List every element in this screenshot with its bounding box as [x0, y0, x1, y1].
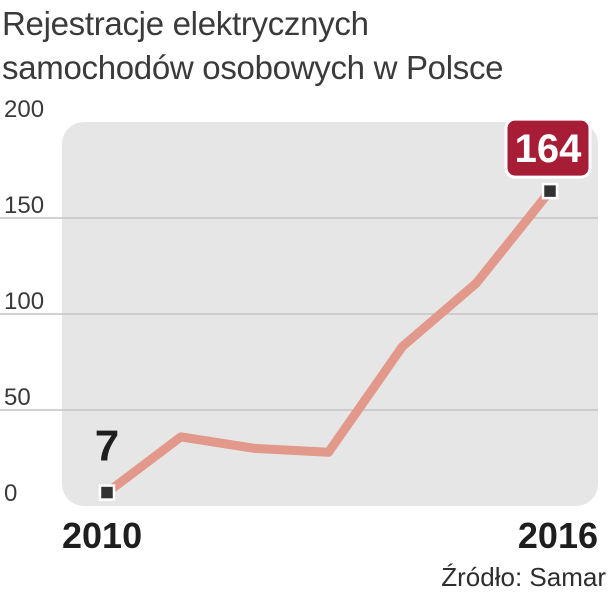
- value-badge-2016: 164: [504, 117, 592, 179]
- y-axis-tick-labels: 0 50 100 150 200: [4, 96, 44, 507]
- chart-title-line-1: Rejestracje elektrycznych: [2, 5, 369, 42]
- y-tick-label-100: 100: [4, 288, 44, 315]
- x-tick-label-last: 2016: [518, 515, 598, 556]
- x-tick-label-first: 2010: [62, 515, 142, 556]
- series-line-0: [102, 186, 555, 498]
- data-point-markers: [98, 182, 559, 501]
- data-point-marker-2016: [541, 182, 559, 200]
- chart-title-line-2: samochodów osobowych w Polsce: [2, 49, 504, 86]
- series-group: [102, 186, 555, 498]
- y-tick-label-150: 150: [4, 192, 44, 219]
- y-tick-label-200: 200: [4, 96, 44, 123]
- value-badge-background: [504, 117, 592, 179]
- x-axis-tick-labels: 2010 2016: [62, 515, 598, 556]
- data-annotations: 7 164: [95, 117, 592, 471]
- data-point-marker-2010: [98, 484, 116, 501]
- y-tick-label-50: 50: [4, 384, 31, 411]
- source-note: Źródło: Samar: [441, 562, 606, 592]
- value-badge-text: 164: [515, 127, 582, 171]
- chart-title: Rejestracje elektrycznych samochodów oso…: [2, 2, 602, 90]
- y-tick-label-0: 0: [4, 480, 17, 507]
- grid-lines: [0, 217, 598, 411]
- value-label-2010: 7: [95, 422, 119, 471]
